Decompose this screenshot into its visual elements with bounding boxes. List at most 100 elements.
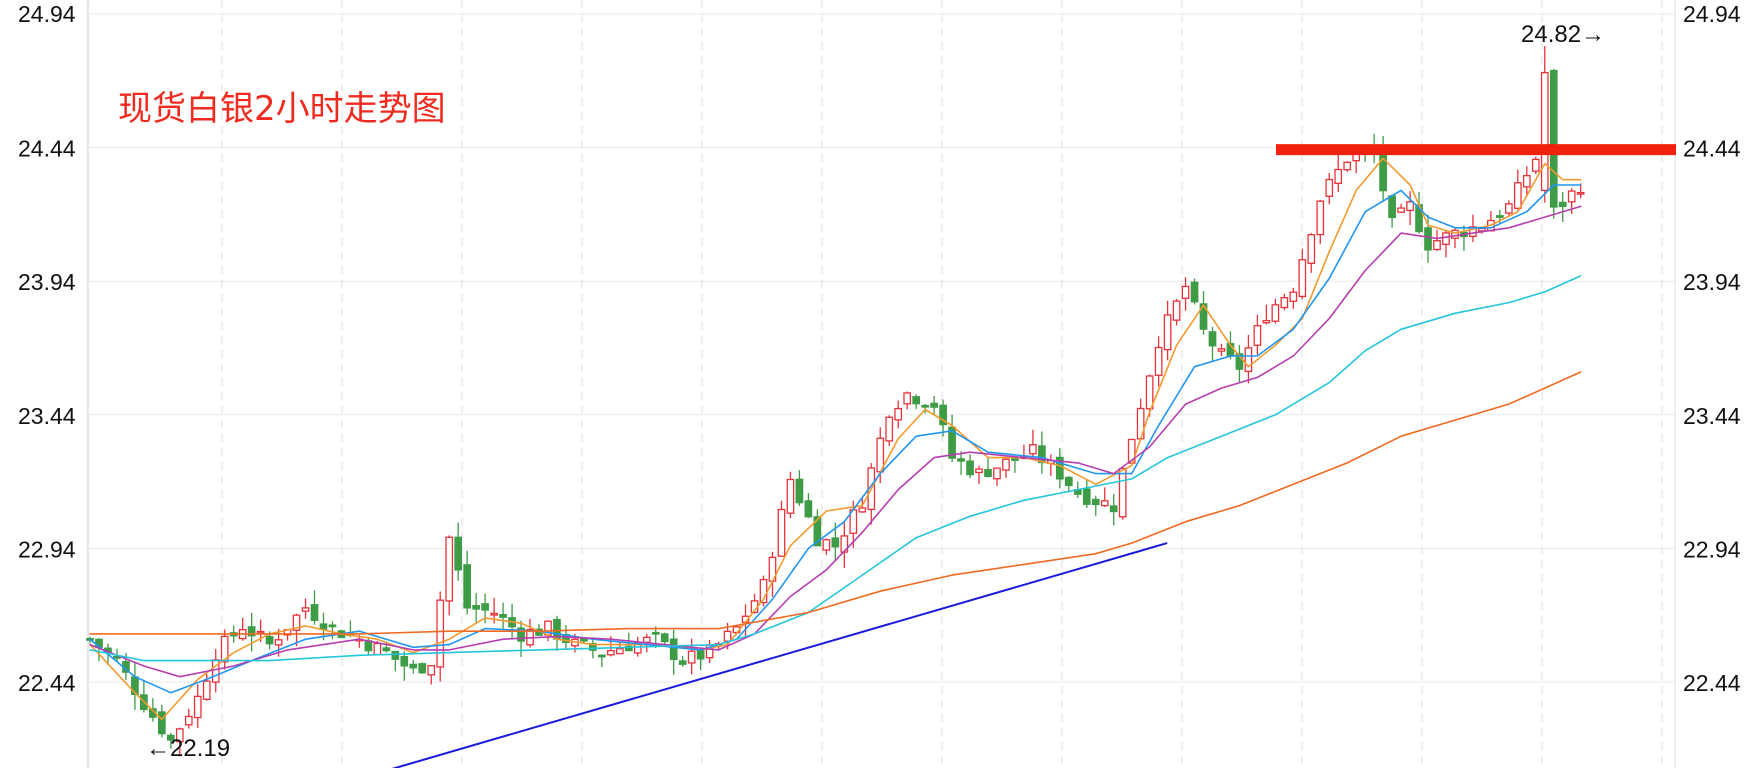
candle-up [894,407,903,421]
candle-down [804,500,813,518]
candle-up [1343,161,1352,171]
y-tick-label-left: 23.44 [18,403,76,429]
support-trendline [374,542,1168,773]
candle-up [1433,240,1441,251]
candle-up [292,614,301,631]
candle-up [786,478,795,514]
chart-title: 现货白银2小时走势图 [118,89,446,129]
moving-average-line [89,275,1582,662]
candle-down [930,402,938,408]
grid-layer [87,0,1676,768]
candle-down [984,468,992,478]
candle-down [966,460,974,476]
candle-up [1172,300,1181,321]
candle-down [157,711,166,735]
y-tick-label-right: 23.44 [1683,403,1741,429]
candle-up [1127,438,1136,464]
candle-down [957,458,965,462]
moving-average-line [89,205,1582,678]
candles [86,46,1585,757]
candle-down [651,631,660,635]
candle-up [1271,304,1280,322]
y-tick-label-left: 22.44 [18,670,76,696]
candle-up [220,635,229,663]
candle-up [642,636,651,643]
candle-up [606,649,615,656]
candle-down [1388,195,1396,219]
candle-up [1029,444,1037,455]
candle-down [265,635,274,645]
candle-up [1334,168,1343,184]
candle-up [1576,191,1585,195]
candle-down [939,404,947,426]
candle-up [1513,182,1522,209]
candle-up [615,648,624,655]
y-tick-label-right: 22.94 [1683,536,1741,562]
candle-down [166,734,175,741]
candle-up [885,416,894,442]
moving-average-line [89,184,1582,694]
candle-up [1352,153,1361,162]
candle-down [481,603,489,611]
candle-up [1504,203,1513,214]
candle-up [184,715,193,726]
candle-down [418,663,427,674]
candle-up [1262,319,1271,324]
moving-average-line [89,157,1582,721]
candle-up [1298,259,1307,298]
candle-down [400,655,409,667]
candle-down [1235,353,1244,370]
candle-up [858,507,867,513]
low-annotation: ←22.19 [146,735,230,762]
y-tick-label-right: 22.44 [1683,670,1741,696]
candle-up [193,695,202,719]
candle-up [202,680,211,700]
candle-down [1558,201,1567,208]
candle-down [310,604,319,621]
candle-up [301,607,310,612]
y-tick-label-right: 24.44 [1683,136,1741,162]
candle-up [777,508,786,557]
candle-up [1451,229,1459,239]
candle-down [1424,227,1432,251]
candle-down [598,654,606,658]
candle-up [759,578,768,604]
candle-down [382,647,391,652]
high-annotation: 24.82→ [1521,21,1605,48]
candle-down [463,564,472,609]
candle-up [1145,375,1154,410]
candle-down [948,426,956,459]
candle-down [589,642,597,651]
candle-up [1253,325,1262,346]
candle-down [696,649,705,660]
candle-up [687,650,696,664]
candle-down [678,660,687,665]
moving-averages [89,157,1582,721]
candle-down [1496,215,1504,218]
candle-up [903,392,912,405]
candle-up [1118,467,1127,518]
candle-up [1307,233,1316,264]
candle-up [1531,158,1540,172]
candle-up [1540,71,1549,192]
candle-down [1109,505,1118,513]
candle-down [912,396,921,405]
y-tick-label-left: 22.94 [18,536,76,562]
candle-down [247,626,256,637]
candle-down [831,537,840,548]
candle-up [1181,285,1190,299]
candle-up [822,539,831,551]
moving-average-line [89,371,1582,635]
candle-down [1082,488,1091,505]
candle-up [1316,200,1325,236]
candle-down [364,640,373,652]
candle-up [1100,500,1109,507]
candle-up [1217,348,1226,352]
candle-down [1091,498,1100,506]
candle-down [1064,476,1073,487]
candle-up [256,630,265,634]
candle-up [427,665,436,676]
overlays [374,144,1676,773]
candle-down [1190,281,1199,303]
candle-up [175,728,184,743]
